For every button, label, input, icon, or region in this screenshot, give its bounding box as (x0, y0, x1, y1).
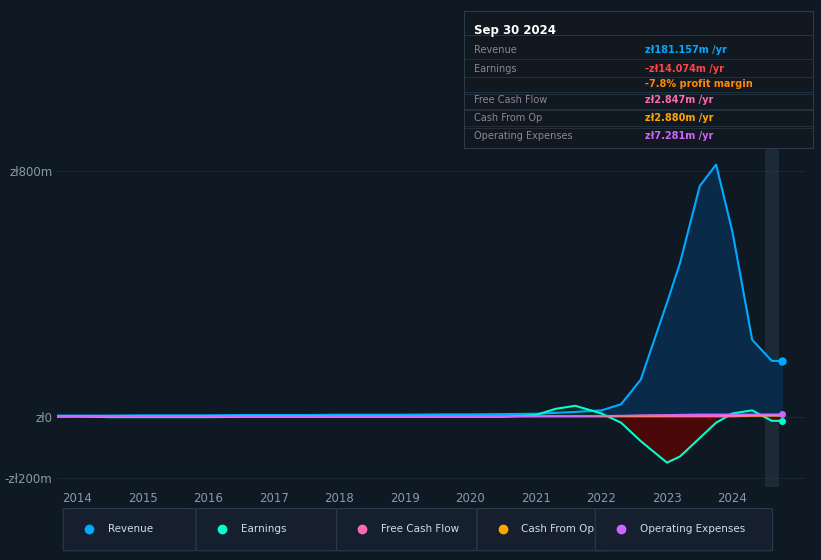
FancyBboxPatch shape (196, 508, 337, 551)
FancyBboxPatch shape (477, 508, 603, 551)
Text: Earnings: Earnings (475, 64, 517, 74)
Text: -7.8% profit margin: -7.8% profit margin (645, 79, 753, 89)
Text: Revenue: Revenue (475, 45, 517, 55)
Text: zł181.157m /yr: zł181.157m /yr (645, 45, 727, 55)
FancyBboxPatch shape (63, 508, 196, 551)
Text: zł2.847m /yr: zł2.847m /yr (645, 95, 713, 105)
Text: Sep 30 2024: Sep 30 2024 (475, 24, 557, 36)
Text: Earnings: Earnings (241, 524, 286, 534)
FancyBboxPatch shape (337, 508, 477, 551)
Text: zł7.281m /yr: zł7.281m /yr (645, 131, 713, 141)
Text: Cash From Op: Cash From Op (521, 524, 594, 534)
Text: -zł14.074m /yr: -zł14.074m /yr (645, 64, 724, 74)
Text: Free Cash Flow: Free Cash Flow (475, 95, 548, 105)
Text: Revenue: Revenue (108, 524, 153, 534)
Text: Operating Expenses: Operating Expenses (640, 524, 745, 534)
Text: Operating Expenses: Operating Expenses (475, 131, 573, 141)
Text: zł2.880m /yr: zł2.880m /yr (645, 113, 713, 123)
Text: Free Cash Flow: Free Cash Flow (381, 524, 459, 534)
Text: Cash From Op: Cash From Op (475, 113, 543, 123)
FancyBboxPatch shape (595, 508, 773, 551)
